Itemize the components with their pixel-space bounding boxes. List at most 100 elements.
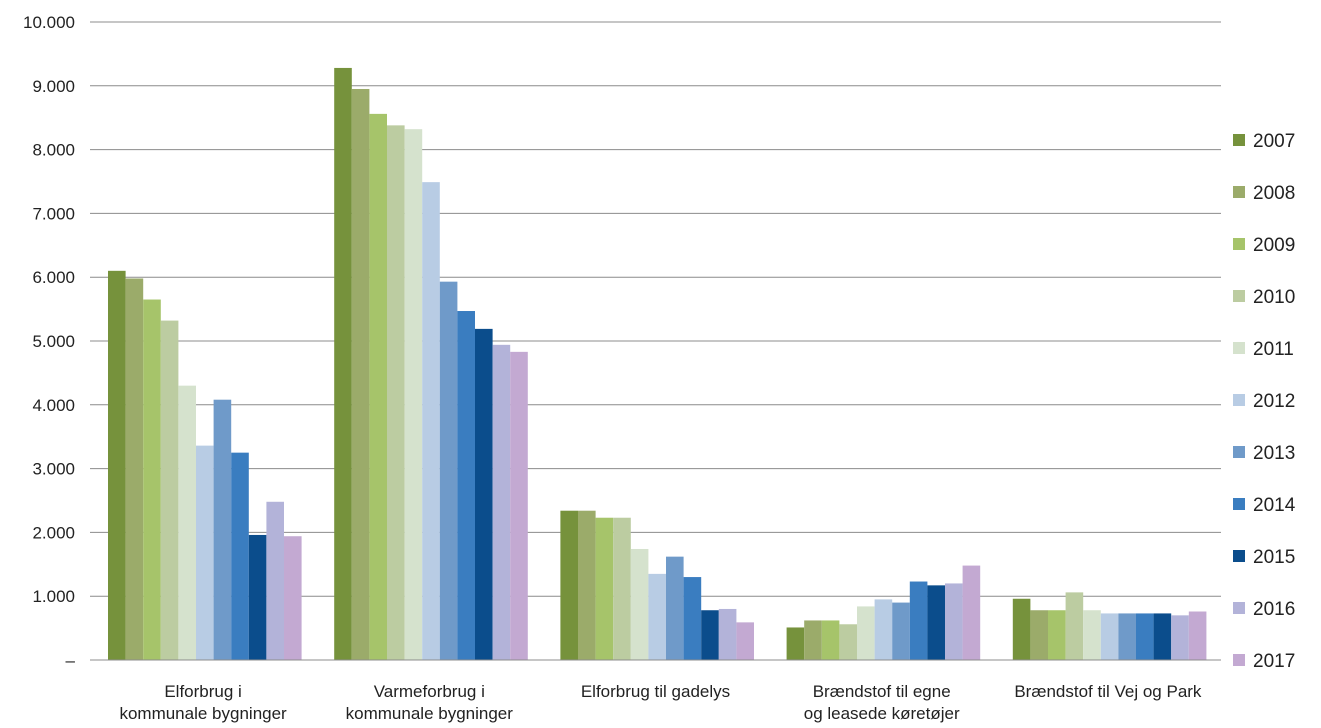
bar-2016-cat4 <box>1171 615 1189 660</box>
bar-2010-cat1 <box>387 125 405 660</box>
bar-2013-cat1 <box>439 281 458 660</box>
bar-2012-cat0 <box>196 445 214 660</box>
x-category-label: kommunale bygninger <box>346 704 514 723</box>
bar-2010-cat4 <box>1065 592 1084 660</box>
bar-2008-cat2 <box>578 510 596 660</box>
y-tick-label: – <box>66 651 76 670</box>
bar-2017-cat3 <box>962 565 981 660</box>
legend-swatch <box>1233 186 1245 198</box>
bar-2009-cat3 <box>821 620 840 660</box>
x-category-label: og leasede køretøjer <box>804 704 960 723</box>
bar-2012-cat1 <box>422 182 440 660</box>
legend-swatch <box>1233 134 1245 146</box>
legend-label: 2007 <box>1253 131 1295 152</box>
legend-label: 2009 <box>1253 235 1295 256</box>
bar-2017-cat4 <box>1188 611 1207 660</box>
legend-label: 2015 <box>1253 547 1295 568</box>
bar-2010-cat2 <box>613 517 631 660</box>
legend-label: 2011 <box>1253 339 1294 360</box>
y-tick-label: 5.000 <box>32 332 75 351</box>
bar-2009-cat1 <box>369 113 387 660</box>
x-category-label: Brændstof til egne <box>813 682 951 701</box>
bar-2013-cat3 <box>892 602 910 660</box>
legend: 2007 2008 2009 2010 2011 2012 2013 2014 2015 2016… <box>1233 131 1296 672</box>
x-category-label: Varmeforbrug i <box>374 682 485 701</box>
legend-label: 2008 <box>1253 183 1295 204</box>
gridlines <box>90 21 1221 597</box>
bar-2015-cat3 <box>927 585 945 660</box>
legend-label: 2016 <box>1253 599 1295 620</box>
legend-swatch <box>1233 446 1245 458</box>
bar-2012-cat2 <box>648 573 666 660</box>
bar-2014-cat0 <box>231 452 249 660</box>
bar-2007-cat2 <box>560 510 578 660</box>
bar-2013-cat0 <box>213 399 232 660</box>
bar-2014-cat4 <box>1136 613 1154 660</box>
y-axis-ticks: – 1.000 2.000 3.000 4.000 5.000 6.000 7.000 8.00… <box>23 13 76 670</box>
bar-2012-cat4 <box>1100 613 1119 660</box>
y-tick-label: 6.000 <box>32 268 75 287</box>
y-tick-label: 1.000 <box>32 587 75 606</box>
bar-2009-cat2 <box>595 517 614 660</box>
bar-2013-cat2 <box>666 556 684 660</box>
bar-2011-cat2 <box>630 548 649 660</box>
y-tick-label: 4.000 <box>32 396 75 415</box>
bar-2007-cat4 <box>1012 598 1031 660</box>
bar-2011-cat1 <box>404 129 423 660</box>
bar-2016-cat2 <box>718 608 737 660</box>
bar-2015-cat4 <box>1153 613 1172 660</box>
bar-2008-cat3 <box>804 620 822 660</box>
legend-swatch <box>1233 238 1245 250</box>
x-category-label: Elforbrug til gadelys <box>581 682 730 701</box>
y-tick-label: 10.000 <box>23 13 75 32</box>
bar-2011-cat4 <box>1083 610 1101 660</box>
bar-2015-cat1 <box>475 328 493 660</box>
bar-2016-cat0 <box>266 501 284 660</box>
legend-swatch <box>1233 290 1245 302</box>
bar-2007-cat1 <box>334 67 352 661</box>
bar-2017-cat0 <box>284 536 302 660</box>
bar-2011-cat0 <box>178 385 196 660</box>
y-tick-label: 2.000 <box>32 523 75 542</box>
bar-2011-cat3 <box>857 606 875 660</box>
x-category-label: kommunale bygninger <box>119 704 287 723</box>
legend-swatch <box>1233 602 1245 614</box>
bar-2007-cat0 <box>108 270 126 660</box>
bar-2014-cat3 <box>909 581 928 660</box>
x-axis-labels: Elforbrug i kommunale bygninger Varmeforbr… <box>119 682 1201 723</box>
legend-label: 2017 <box>1253 651 1295 672</box>
y-tick-label: 8.000 <box>32 141 75 160</box>
legend-label: 2014 <box>1253 495 1296 516</box>
bar-2010-cat0 <box>160 320 179 660</box>
bar-2013-cat4 <box>1118 613 1136 660</box>
y-tick-label: 7.000 <box>32 204 75 223</box>
bar-2007-cat3 <box>786 627 805 660</box>
legend-swatch <box>1233 394 1245 406</box>
legend-label: 2012 <box>1253 391 1295 412</box>
y-tick-label: 3.000 <box>32 460 75 479</box>
bar-2017-cat2 <box>736 622 754 660</box>
bar-2014-cat2 <box>683 577 702 660</box>
bar-2008-cat0 <box>125 278 144 660</box>
legend-swatch <box>1233 550 1245 562</box>
bar-2010-cat3 <box>839 624 857 660</box>
bar-2009-cat4 <box>1048 610 1066 660</box>
bar-2016-cat3 <box>945 583 963 660</box>
bar-2012-cat3 <box>874 599 893 660</box>
bar-2015-cat0 <box>248 534 267 660</box>
bar-2016-cat1 <box>492 344 511 660</box>
legend-swatch <box>1233 654 1245 666</box>
bar-2008-cat1 <box>351 88 370 661</box>
bars <box>108 67 1207 661</box>
x-category-label: Elforbrug i <box>164 682 241 701</box>
x-category-label: Brændstof til Vej og Park <box>1014 682 1202 701</box>
bar-2017-cat1 <box>510 351 528 660</box>
bar-2015-cat2 <box>701 610 719 660</box>
legend-swatch <box>1233 498 1245 510</box>
legend-swatch <box>1233 342 1245 354</box>
bar-2014-cat1 <box>457 311 475 660</box>
legend-label: 2013 <box>1253 443 1295 464</box>
y-tick-label: 9.000 <box>32 77 75 96</box>
